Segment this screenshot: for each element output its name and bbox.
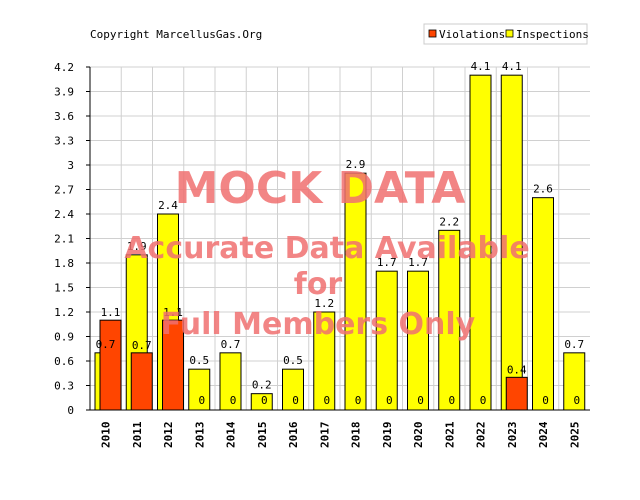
value-label-inspections: 2.6: [533, 183, 553, 196]
value-labels-layer: 0.7 1.1 1.9 0.7 2.4 1.1 0.5 0 0.7 0 0.2 0 0.5 0 1.2 0 2.…: [96, 60, 585, 407]
value-label-inspections: 2.2: [439, 215, 459, 228]
y-tick-label: 0.6: [54, 355, 74, 368]
y-tick-label: 2.4: [54, 208, 74, 221]
value-label-inspections: 4.1: [502, 60, 522, 73]
bar-violations: [99, 319, 122, 411]
value-label-violations: 0: [198, 394, 205, 407]
axes-layer: 0 0.3 0.6 0.9 1.2 1.5 1.8 2.1 2.4 2.7 3 3.3 3.6 3.9 4.…: [54, 61, 590, 448]
watermark-line-1: MOCK DATA: [175, 163, 466, 214]
legend-swatch-violations: [428, 29, 437, 38]
x-tick-label: 2012: [162, 422, 175, 449]
bar-inspections: [532, 197, 554, 411]
y-tick-label: 1.8: [54, 257, 74, 270]
value-label-inspections: 1.7: [408, 256, 428, 269]
value-label-inspections: 0.2: [252, 379, 272, 392]
value-label-violations: 0: [386, 394, 393, 407]
y-tick-label: 3: [67, 159, 74, 172]
x-tick-label: 2020: [412, 422, 425, 449]
y-tick-label: 3.9: [54, 86, 74, 99]
value-label-violations: 0: [448, 394, 455, 407]
y-tick-label: 1.2: [54, 306, 74, 319]
x-tick-label: 2021: [443, 421, 456, 448]
value-label-inspections: 2.9: [346, 158, 366, 171]
value-label-inspections: 0.7: [564, 338, 584, 351]
legend-box: [423, 23, 588, 45]
legend: Violations Inspections: [423, 23, 589, 45]
bar-violations: [505, 376, 528, 411]
value-label-inspections: 0.7: [221, 338, 241, 351]
x-tick-label: 2025: [568, 422, 581, 449]
watermark-line-2: Accurate Data Available: [124, 231, 529, 266]
y-tick-label: 0.9: [54, 331, 74, 344]
value-label-violations: 0: [292, 394, 299, 407]
x-tick-label: 2011: [131, 421, 144, 448]
x-tick-label: 2010: [100, 422, 113, 449]
value-label-inspections: 0.5: [189, 354, 209, 367]
y-tick-label: 3.3: [54, 135, 74, 148]
value-label-violations: 0: [480, 394, 487, 407]
watermark: MOCK DATA Accurate Data Available for Fu…: [124, 163, 529, 342]
y-tick-label: 3.6: [54, 110, 74, 123]
watermark-line-3: for: [294, 267, 343, 302]
value-label-violations: 0: [355, 394, 362, 407]
value-label-violations: 0: [230, 394, 237, 407]
x-tick-label: 2022: [475, 422, 488, 449]
value-label-violations: 0.7: [132, 339, 152, 352]
x-tick-label: 2018: [350, 422, 363, 449]
legend-label-inspections: Inspections: [516, 28, 589, 41]
x-tick-label: 2024: [537, 421, 550, 448]
value-label-inspections: 1.2: [314, 297, 334, 310]
legend-label-violations: Violations: [439, 28, 505, 41]
value-label-inspections: 1.7: [377, 256, 397, 269]
value-label-violations: 1.1: [163, 306, 183, 319]
value-label-violations: 1.1: [101, 306, 121, 319]
x-tick-label: 2017: [318, 422, 331, 449]
legend-swatch-inspections: [505, 29, 514, 38]
value-label-violations: 0: [417, 394, 424, 407]
x-tick-label: 2014: [225, 421, 238, 448]
value-label-inspections: 1.9: [127, 240, 147, 253]
value-label-inspections: 2.4: [158, 199, 178, 212]
x-tick-label: 2019: [381, 422, 394, 449]
value-label-inspections: 4.1: [471, 60, 491, 73]
copyright-text: Copyright MarcellusGas.Org: [90, 28, 262, 41]
y-tick-label: 0.3: [54, 380, 74, 393]
bars-layer: [94, 74, 586, 411]
value-label-violations: 0: [323, 394, 330, 407]
x-tick-label: 2013: [193, 422, 206, 449]
watermark-line-4: Full Members Only: [161, 307, 476, 342]
value-label-violations: 0: [261, 394, 268, 407]
value-label-inspections: 0.5: [283, 354, 303, 367]
y-tick-label: 2.7: [54, 184, 74, 197]
y-tick-label: 1.5: [54, 282, 74, 295]
y-tick-label: 4.2: [54, 61, 74, 74]
value-label-inspections: 0.7: [96, 338, 116, 351]
x-tick-label: 2015: [256, 422, 269, 449]
bar-violations: [130, 352, 153, 411]
value-label-violations: 0.4: [507, 363, 527, 376]
x-tick-label: 2023: [506, 422, 519, 449]
value-label-violations: 0: [542, 394, 549, 407]
x-tick-label: 2016: [287, 421, 300, 448]
y-tick-label: 2.1: [54, 233, 74, 246]
y-tick-label: 0: [67, 404, 74, 417]
value-label-violations: 0: [573, 394, 580, 407]
